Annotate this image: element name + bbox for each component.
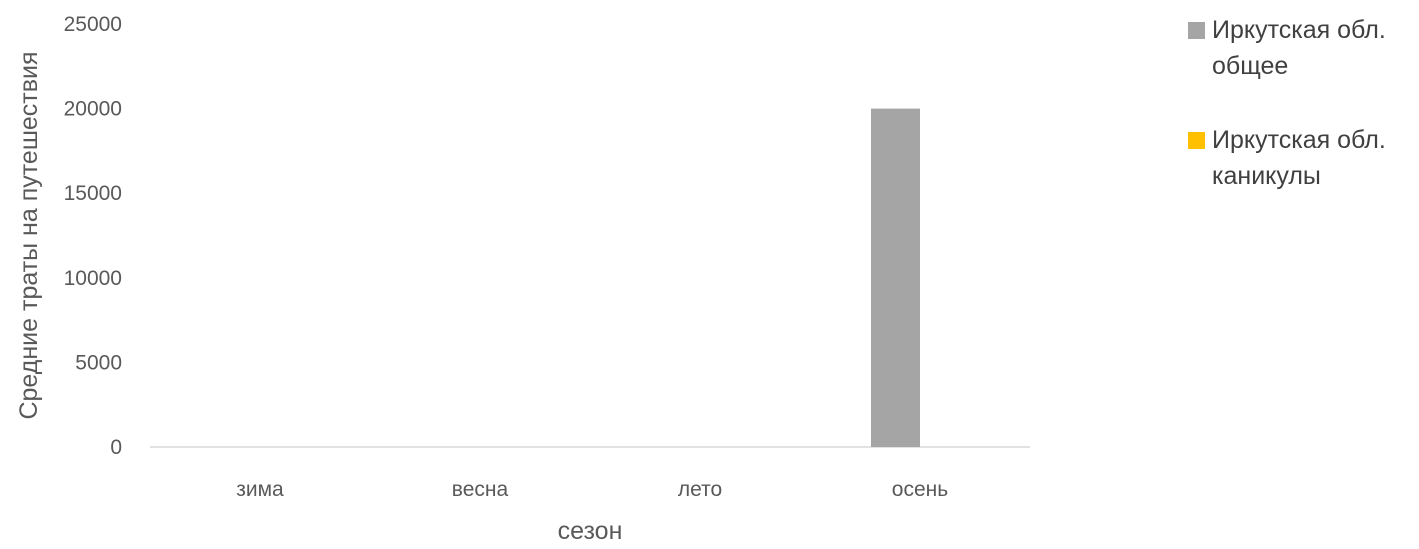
y-tick-label: 20000 bbox=[64, 98, 122, 121]
x-tick-label: зима bbox=[236, 478, 284, 501]
bar-series-0-3 bbox=[871, 108, 920, 447]
y-axis-ticks: 0 5000 10000 15000 20000 25000 bbox=[64, 13, 122, 459]
legend-label-1: Иркутская обл. bbox=[1212, 126, 1386, 154]
y-tick-label: 5000 bbox=[75, 351, 122, 374]
y-tick-label: 15000 bbox=[64, 182, 122, 205]
y-tick-label: 10000 bbox=[64, 267, 122, 290]
legend-label-0: Иркутская обл. bbox=[1212, 16, 1386, 44]
x-axis-title: сезон bbox=[558, 517, 623, 544]
legend-swatch-0 bbox=[1188, 22, 1205, 39]
x-tick-label: лето bbox=[678, 478, 722, 501]
y-tick-label: 0 bbox=[110, 436, 122, 459]
x-tick-label: осень bbox=[892, 478, 948, 501]
legend: Иркутская обл. общее Иркутская обл. каникул… bbox=[1188, 16, 1386, 190]
x-axis-ticks: зима весна лето осень bbox=[236, 478, 948, 501]
bars-group bbox=[871, 108, 920, 447]
legend-label-1: каникулы bbox=[1212, 162, 1321, 190]
y-axis-title: Средние траты на путешествия bbox=[15, 51, 43, 419]
y-tick-label: 25000 bbox=[64, 13, 122, 36]
x-tick-label: весна bbox=[452, 478, 509, 501]
legend-swatch-1 bbox=[1188, 132, 1205, 149]
legend-label-0: общее bbox=[1212, 52, 1288, 80]
